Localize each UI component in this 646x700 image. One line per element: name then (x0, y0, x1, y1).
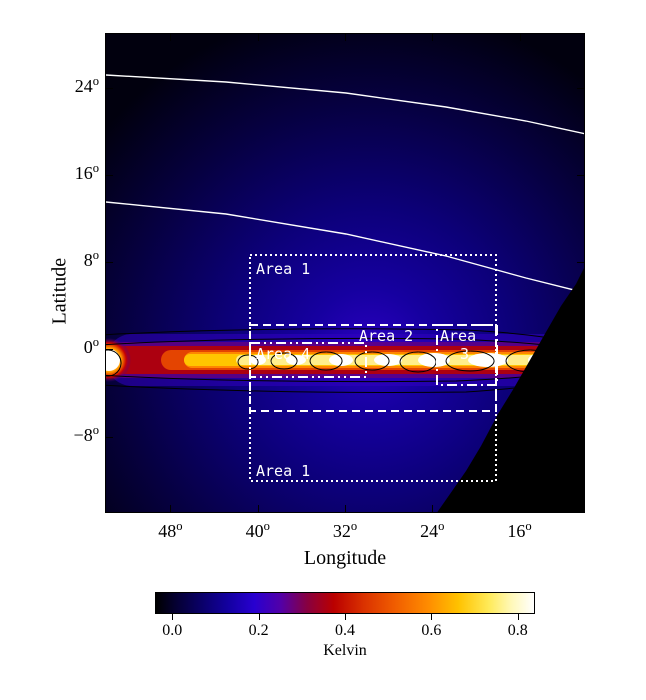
x-tick (258, 505, 259, 513)
y-tick-label: 0o (51, 335, 99, 358)
area-1-label-1: Area 1 (256, 462, 310, 480)
y-tick-label: 24o (51, 74, 99, 97)
y-tick (105, 88, 113, 89)
y-tick (577, 262, 585, 263)
colorbar-tick-label: 0.2 (241, 622, 277, 640)
y-axis-label: Latitude (49, 225, 72, 325)
x-tick-label: 24o (410, 519, 454, 542)
x-tick (432, 33, 433, 41)
x-tick-label: 48o (148, 519, 192, 542)
y-tick (577, 349, 585, 350)
colorbar-tick-label: 0.6 (413, 622, 449, 640)
colorbar (155, 592, 535, 614)
colorbar-tick (431, 614, 432, 620)
y-tick (105, 349, 113, 350)
x-tick (345, 33, 346, 41)
colorbar-tick-label: 0.8 (500, 622, 536, 640)
area-4-label: Area 4 (256, 345, 310, 363)
y-tick (105, 175, 113, 176)
x-tick (520, 505, 521, 513)
y-tick (577, 175, 585, 176)
y-tick (577, 88, 585, 89)
x-tick (345, 505, 346, 513)
x-tick-label: 16o (498, 519, 542, 542)
colorbar-tick (172, 614, 173, 620)
x-axis-label: Longitude (105, 547, 585, 570)
x-tick (170, 505, 171, 513)
colorbar-label: Kelvin (155, 642, 535, 660)
area-1-label-0: Area 1 (256, 260, 310, 278)
x-tick (170, 33, 171, 41)
area-3-label-0: Area (440, 327, 476, 345)
y-tick (105, 262, 113, 263)
heatmap-plot: Area 1 Area 1 Area 2 Area3 Area 4 (105, 33, 585, 513)
y-tick-label: −8o (51, 423, 99, 446)
area-2-label: Area 2 (359, 327, 413, 345)
colorbar-tick-label: 0.0 (154, 622, 190, 640)
colorbar-tick (345, 614, 346, 620)
y-tick (577, 437, 585, 438)
area-3-label-1: 3 (460, 345, 469, 363)
y-tick-label: 16o (51, 161, 99, 184)
x-tick-label: 40o (236, 519, 280, 542)
x-tick (432, 505, 433, 513)
colorbar-tick-label: 0.4 (327, 622, 363, 640)
y-tick (105, 437, 113, 438)
x-tick (258, 33, 259, 41)
colorbar-tick (518, 614, 519, 620)
colorbar-tick (259, 614, 260, 620)
x-tick (520, 33, 521, 41)
x-tick-label: 32o (323, 519, 367, 542)
